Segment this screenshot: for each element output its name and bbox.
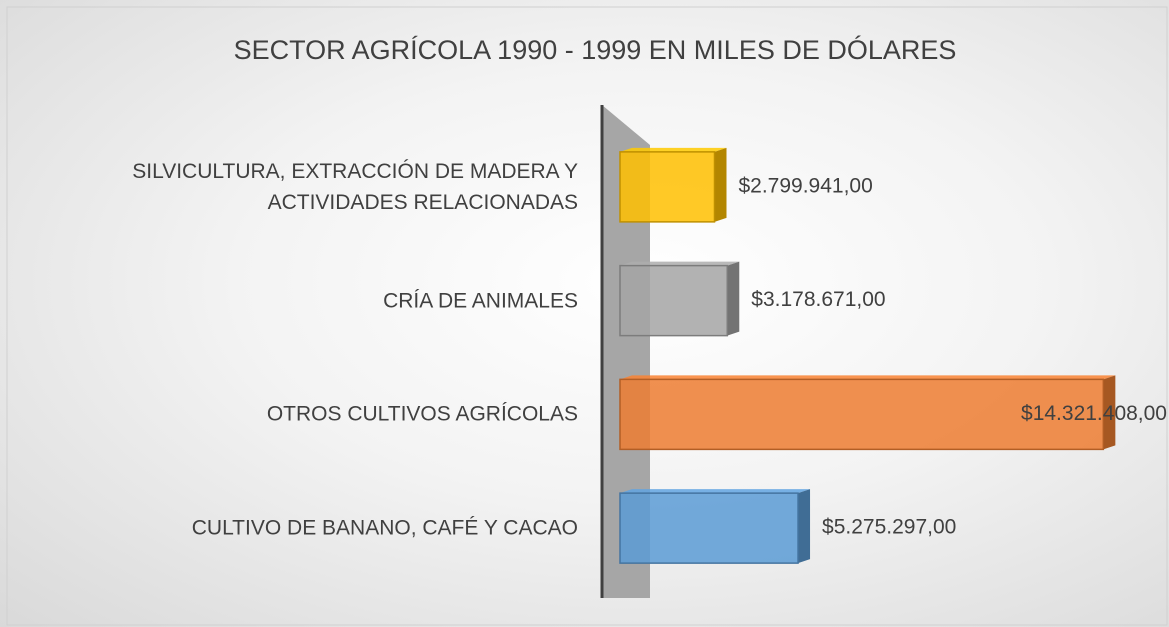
chart-title: SECTOR AGRÍCOLA 1990 - 1999 EN MILES DE …	[234, 34, 957, 65]
category-label: CULTIVO DE BANANO, CAFÉ Y CACAO	[191, 516, 578, 540]
bar-top	[620, 261, 740, 266]
category-label: SILVICULTURA, EXTRACCIÓN DE MADERA Y ACT…	[132, 159, 578, 214]
value-label: $14.321.408,00	[1021, 402, 1167, 425]
value-label: $5.275.297,00	[822, 516, 956, 539]
bar-top	[620, 489, 811, 494]
bar-top	[620, 147, 727, 152]
bar-side	[727, 261, 740, 336]
back-wall	[602, 105, 650, 598]
chart-border	[6, 6, 1168, 626]
bar	[619, 264, 729, 337]
bar	[619, 492, 799, 564]
value-label: $2.799.941,00	[738, 174, 872, 197]
category-label: CRÍA DE ANIMALES	[383, 289, 578, 313]
category-label: OTROS CULTIVOS AGRÍCOLAS	[266, 402, 578, 426]
bar-side	[714, 147, 727, 222]
bar-side	[1103, 375, 1116, 450]
bar-side	[798, 489, 811, 564]
bar	[619, 378, 1105, 451]
bar-top	[620, 375, 1116, 380]
bar	[619, 151, 716, 223]
value-label: $3.178.671,00	[751, 288, 885, 311]
